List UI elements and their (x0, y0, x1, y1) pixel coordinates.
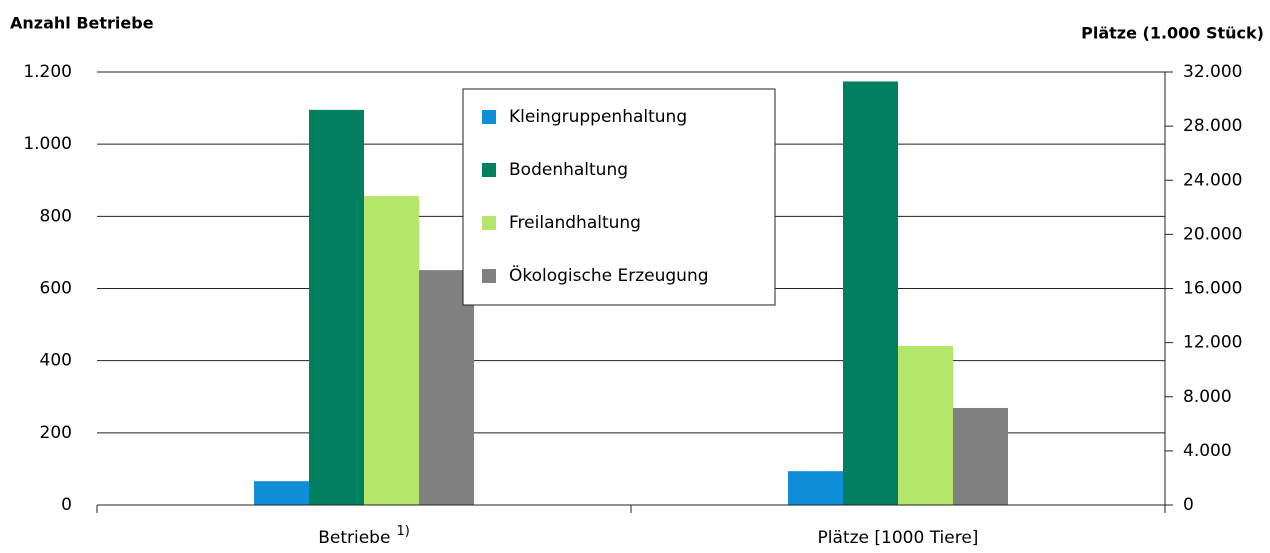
y2-tick-label: 16.000 (1183, 279, 1242, 299)
y2-tick-label: 8.000 (1183, 387, 1232, 407)
y-axis-title: Anzahl Betriebe (10, 14, 154, 33)
bar (788, 471, 843, 505)
y2-tick-label: 4.000 (1183, 441, 1232, 461)
y2-tick-label: 0 (1183, 495, 1194, 515)
legend-label: Freilandhaltung (509, 213, 641, 233)
bar (419, 270, 474, 505)
legend-label: Kleingruppenhaltung (509, 107, 687, 127)
legend-box (462, 88, 776, 306)
y-tick-label: 0 (61, 495, 72, 515)
legend-swatch (482, 163, 496, 177)
y-tick-label: 600 (40, 279, 72, 299)
y2-tick-label: 20.000 (1183, 224, 1242, 244)
legend-swatch (482, 216, 496, 230)
bar (843, 81, 898, 506)
y-tick-label: 800 (40, 206, 72, 226)
y-tick-label: 1.000 (23, 134, 72, 154)
bar (953, 407, 1008, 505)
y2-tick-label: 24.000 (1183, 170, 1242, 190)
bar (309, 109, 364, 505)
bar (254, 481, 309, 505)
legend-swatch (482, 110, 496, 124)
x-tick-label: Betriebe 1) (318, 524, 410, 549)
x-tick-label-text: Plätze [1000 Tiere] (818, 528, 979, 548)
y2-axis-title: Plätze (1.000 Stück) (1081, 24, 1264, 43)
legend-swatch (482, 269, 496, 283)
y-tick-label: 1.200 (23, 62, 72, 82)
y-tick-label: 200 (40, 423, 72, 443)
x-tick-label-text: Betriebe (318, 528, 390, 548)
legend-label: Bodenhaltung (509, 160, 628, 180)
y2-tick-label: 32.000 (1183, 62, 1242, 82)
y2-tick-label: 28.000 (1183, 116, 1242, 136)
x-tick-footnote: 1) (396, 524, 409, 539)
y-tick-label: 400 (40, 351, 72, 371)
legend-label: Ökologische Erzeugung (509, 264, 709, 286)
bar (898, 346, 953, 505)
x-tick-label: Plätze [1000 Tiere] (818, 528, 979, 548)
y2-tick-label: 12.000 (1183, 333, 1242, 353)
bar (364, 196, 419, 506)
